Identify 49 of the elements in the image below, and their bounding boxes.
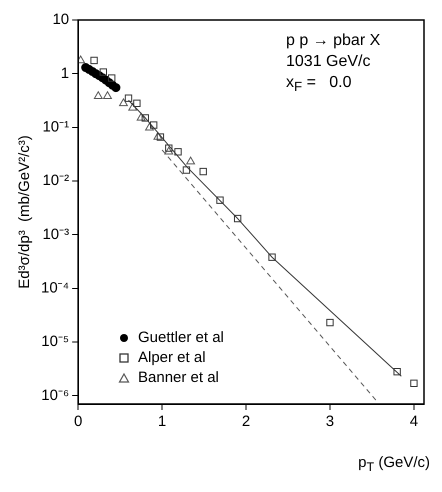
point [145, 122, 154, 131]
legend-label: Alper et al [138, 348, 206, 368]
point [165, 144, 172, 152]
x-axis-title: p$_{T}$ (GeV/c) [358, 454, 430, 474]
point [133, 100, 141, 108]
x-tick-label: 0 [74, 413, 82, 430]
point [108, 74, 116, 82]
point [111, 83, 120, 92]
point [128, 102, 138, 111]
point [268, 254, 276, 261]
y-tick-label: 10⁻⁵ [41, 333, 70, 350]
point [153, 132, 162, 140]
x-tick-label: 1 [158, 413, 166, 430]
annotation: 1031 GeV/c [286, 52, 372, 72]
x-tick-label: 4 [410, 413, 418, 430]
y-tick-label: 10⁻² [42, 172, 70, 190]
y-tick-label: 10⁻⁴ [40, 279, 70, 296]
annotation: x$_{F}$ = 0.0 [286, 73, 353, 96]
legend-label: Banner et al [138, 368, 219, 388]
point [164, 146, 174, 155]
point [142, 114, 149, 122]
y-tick-label: 10 [52, 11, 70, 28]
point [156, 133, 164, 141]
x-tick-label: 2 [242, 413, 250, 430]
point [182, 166, 190, 174]
point [174, 148, 182, 156]
y-tick-label: 10⁻¹ [42, 118, 70, 136]
y-tick-label: 10⁻⁶ [41, 386, 70, 404]
point [200, 168, 207, 176]
annotation: p p → pbar X [286, 31, 380, 51]
point [326, 318, 334, 326]
point [234, 214, 242, 222]
y-tick-label: 10⁻³ [42, 226, 70, 243]
point [94, 91, 103, 99]
point [393, 368, 401, 376]
point [150, 121, 158, 129]
legend-label: Guettler et al [138, 328, 224, 348]
y-tick-label: 1 [60, 64, 70, 82]
point [103, 91, 112, 99]
point [119, 98, 128, 106]
point [410, 380, 418, 387]
point [124, 94, 132, 102]
point [216, 196, 224, 204]
point [100, 68, 107, 76]
x-tick-label: 3 [326, 413, 334, 430]
point [90, 56, 98, 64]
y-axis-title: Ed³σ/dp³ (mb/GeV²/c³) [16, 135, 34, 289]
point [186, 156, 196, 164]
point [136, 112, 146, 121]
